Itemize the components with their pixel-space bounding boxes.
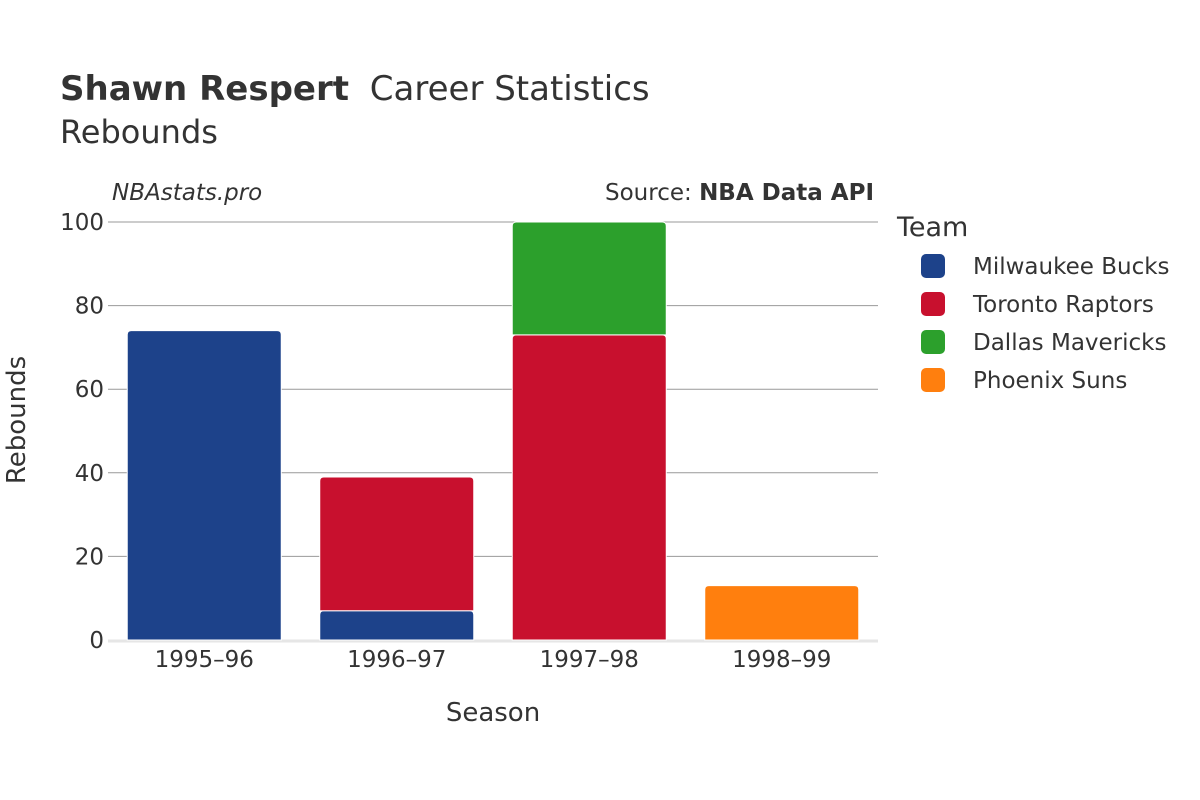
legend-title: Team <box>896 212 968 243</box>
y-tick-label: 0 <box>89 628 104 654</box>
bar-1997–98-toronto-raptors[interactable] <box>511 334 667 641</box>
legend-label: Dallas Mavericks <box>973 330 1166 356</box>
chart-subtitle: Rebounds <box>60 113 218 151</box>
legend-swatch-milwaukee-bucks[interactable] <box>921 254 945 278</box>
y-tick-labels: 0 20 40 60 80 100 <box>60 210 104 654</box>
legend-label: Toronto Raptors <box>972 292 1154 318</box>
x-tick-label: 1997–98 <box>540 647 639 673</box>
legend-swatch-phoenix-suns[interactable] <box>921 368 945 392</box>
legend-label: Milwaukee Bucks <box>973 254 1170 280</box>
source-name: NBA Data API <box>699 180 874 206</box>
y-tick-label: 60 <box>75 377 104 403</box>
x-tick-label: 1998–99 <box>732 647 831 673</box>
y-tick-label: 80 <box>75 294 104 320</box>
bar-1996–97-milwaukee-bucks[interactable] <box>319 610 475 641</box>
x-tick-label: 1995–96 <box>155 647 254 673</box>
bars-layer <box>126 221 860 641</box>
bar-1997–98-dallas-mavericks[interactable] <box>511 221 667 336</box>
y-tick-label: 100 <box>60 210 104 236</box>
source-label: Source: <box>605 180 699 206</box>
x-tick-label: 1996–97 <box>347 647 446 673</box>
legend-swatch-toronto-raptors[interactable] <box>921 292 945 316</box>
player-name: Shawn Respert <box>60 69 349 109</box>
bar-1995–96-milwaukee-bucks[interactable] <box>126 330 282 641</box>
title-rest: Career Statistics <box>370 69 650 109</box>
bar-1996–97-toronto-raptors[interactable] <box>319 476 475 612</box>
x-axis-title: Season <box>446 698 540 728</box>
chart-title: Shawn Respert Career Statistics <box>60 69 650 109</box>
y-tick-label: 40 <box>75 461 104 487</box>
watermark: NBAstats.pro <box>112 180 262 206</box>
y-axis-title: Rebounds <box>2 356 32 484</box>
source-text: Source: NBA Data API <box>605 180 874 206</box>
legend-label: Phoenix Suns <box>973 368 1127 394</box>
legend-swatch-dallas-mavericks[interactable] <box>921 330 945 354</box>
x-tick-labels: 1995–96 1996–97 1997–98 1998–99 <box>155 647 832 673</box>
y-tick-label: 20 <box>75 544 104 570</box>
bar-1998–99-phoenix-suns[interactable] <box>704 585 860 641</box>
legend: Milwaukee Bucks Toronto Raptors Dallas Mav… <box>921 254 1170 394</box>
